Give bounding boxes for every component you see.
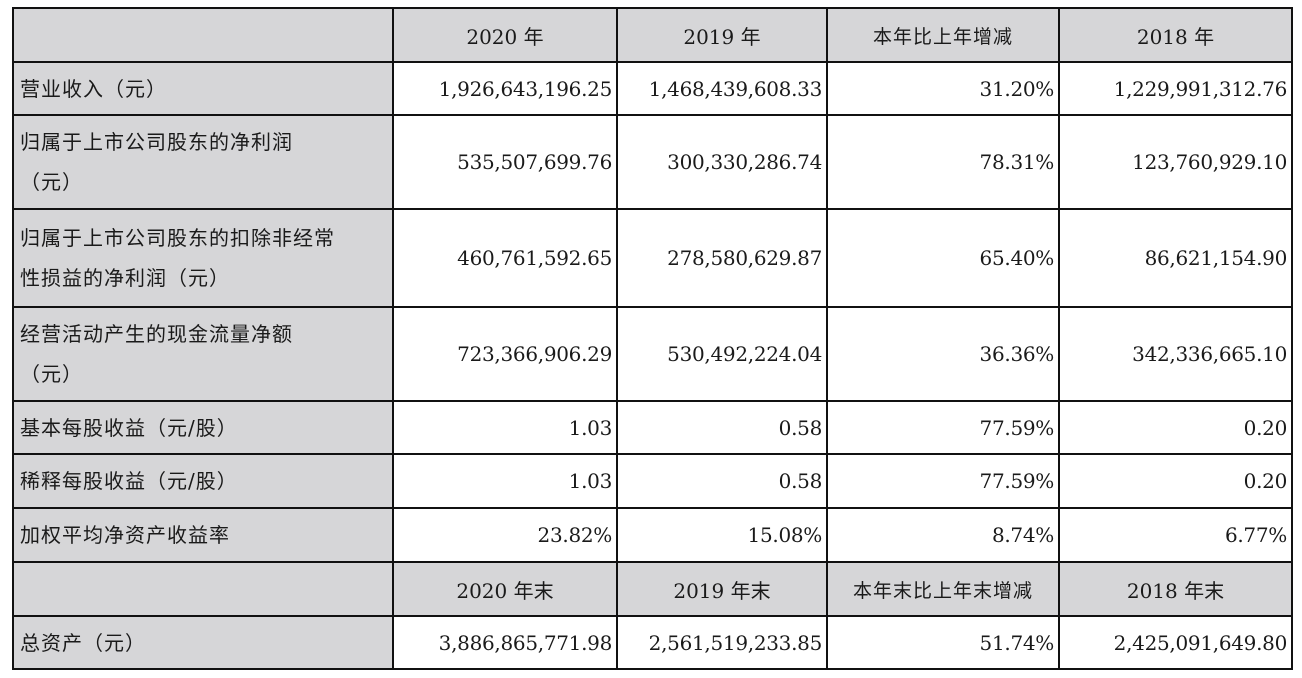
- cell-2020: 1,926,643,196.25: [392, 61, 618, 116]
- cell-2019: 1,468,439,608.33: [616, 61, 828, 116]
- cell-2020: 460,761,592.65: [392, 208, 618, 308]
- header-cell-blank: [12, 7, 394, 63]
- cell-yoy: 77.59%: [826, 453, 1060, 509]
- cell-2019: 530,492,224.04: [616, 306, 828, 402]
- cell-yoy: 77.59%: [826, 400, 1060, 455]
- row-label-line1: 经营活动产生的现金流量净额: [20, 322, 293, 346]
- row-label: 归属于上市公司股东的扣除非经常 性损益的净利润（元）: [12, 208, 394, 308]
- cell-2019-end: 2,561,519,233.85: [616, 615, 828, 670]
- header-row: 2020 年 2019 年 本年比上年增减 2018 年: [12, 7, 1293, 63]
- row-label: 总资产（元）: [12, 615, 394, 670]
- row-label: 加权平均净资产收益率: [12, 507, 394, 563]
- cell-yoy: 31.20%: [826, 61, 1060, 116]
- header-cell-2020: 2020 年: [392, 7, 618, 63]
- cell-2019: 0.58: [616, 453, 828, 509]
- cell-2018: 0.20: [1058, 400, 1293, 455]
- cell-2020: 23.82%: [392, 507, 618, 563]
- table-row-operating-cash-flow: 经营活动产生的现金流量净额 （元） 723,366,906.29 530,492…: [12, 306, 1293, 402]
- cell-yoy: 8.74%: [826, 507, 1060, 563]
- cell-yoy: 36.36%: [826, 306, 1060, 402]
- cell-2020: 723,366,906.29: [392, 306, 618, 402]
- cell-yoy-end: 51.74%: [826, 615, 1060, 670]
- row-label-line1: 归属于上市公司股东的扣除非经常: [20, 226, 335, 250]
- cell-2018: 0.20: [1058, 453, 1293, 509]
- table-row-total-assets: 总资产（元） 3,886,865,771.98 2,561,519,233.85…: [12, 615, 1293, 670]
- header-cell-yoy-change: 本年比上年增减: [826, 7, 1060, 63]
- cell-2020: 1.03: [392, 400, 618, 455]
- cell-2020: 535,507,699.76: [392, 114, 618, 210]
- cell-yoy: 65.40%: [826, 208, 1060, 308]
- cell-2018: 6.77%: [1058, 507, 1293, 563]
- cell-yoy: 78.31%: [826, 114, 1060, 210]
- cell-2018: 86,621,154.90: [1058, 208, 1293, 308]
- row-label-line1: 归属于上市公司股东的净利润: [20, 130, 293, 154]
- row-label: 稀释每股收益（元/股）: [12, 453, 394, 509]
- table-row-basic-eps: 基本每股收益（元/股） 1.03 0.58 77.59% 0.20: [12, 400, 1293, 455]
- cell-2019: 278,580,629.87: [616, 208, 828, 308]
- row-label-line2: （元）: [20, 170, 83, 194]
- cell-2020: 1.03: [392, 453, 618, 509]
- header-cell-2020-end: 2020 年末: [392, 561, 618, 617]
- financial-summary-table: 2020 年 2019 年 本年比上年增减 2018 年 营业收入（元） 1,9…: [12, 7, 1293, 670]
- row-label: 归属于上市公司股东的净利润 （元）: [12, 114, 394, 210]
- table-row-net-profit: 归属于上市公司股东的净利润 （元） 535,507,699.76 300,330…: [12, 114, 1293, 210]
- header-cell-blank: [12, 561, 394, 617]
- header-cell-2019: 2019 年: [616, 7, 828, 63]
- row-label: 经营活动产生的现金流量净额 （元）: [12, 306, 394, 402]
- table-row-net-profit-excl-nonrecurring: 归属于上市公司股东的扣除非经常 性损益的净利润（元） 460,761,592.6…: [12, 208, 1293, 308]
- table-row-operating-revenue: 营业收入（元） 1,926,643,196.25 1,468,439,608.3…: [12, 61, 1293, 116]
- header-cell-yoy-end-change: 本年末比上年末增减: [826, 561, 1060, 617]
- cell-2019: 0.58: [616, 400, 828, 455]
- cell-2018: 123,760,929.10: [1058, 114, 1293, 210]
- cell-2018: 342,336,665.10: [1058, 306, 1293, 402]
- cell-2019: 15.08%: [616, 507, 828, 563]
- cell-2018-end: 2,425,091,649.80: [1058, 615, 1293, 670]
- row-label: 营业收入（元）: [12, 61, 394, 116]
- header-row-year-end: 2020 年末 2019 年末 本年末比上年末增减 2018 年末: [12, 561, 1293, 617]
- table-row-diluted-eps: 稀释每股收益（元/股） 1.03 0.58 77.59% 0.20: [12, 453, 1293, 509]
- cell-2020-end: 3,886,865,771.98: [392, 615, 618, 670]
- header-cell-2018: 2018 年: [1058, 7, 1293, 63]
- cell-2018: 1,229,991,312.76: [1058, 61, 1293, 116]
- row-label-line2: （元）: [20, 362, 83, 386]
- row-label-line2: 性损益的净利润（元）: [20, 266, 230, 290]
- row-label: 基本每股收益（元/股）: [12, 400, 394, 455]
- table-row-weighted-roe: 加权平均净资产收益率 23.82% 15.08% 8.74% 6.77%: [12, 507, 1293, 563]
- header-cell-2019-end: 2019 年末: [616, 561, 828, 617]
- cell-2019: 300,330,286.74: [616, 114, 828, 210]
- header-cell-2018-end: 2018 年末: [1058, 561, 1293, 617]
